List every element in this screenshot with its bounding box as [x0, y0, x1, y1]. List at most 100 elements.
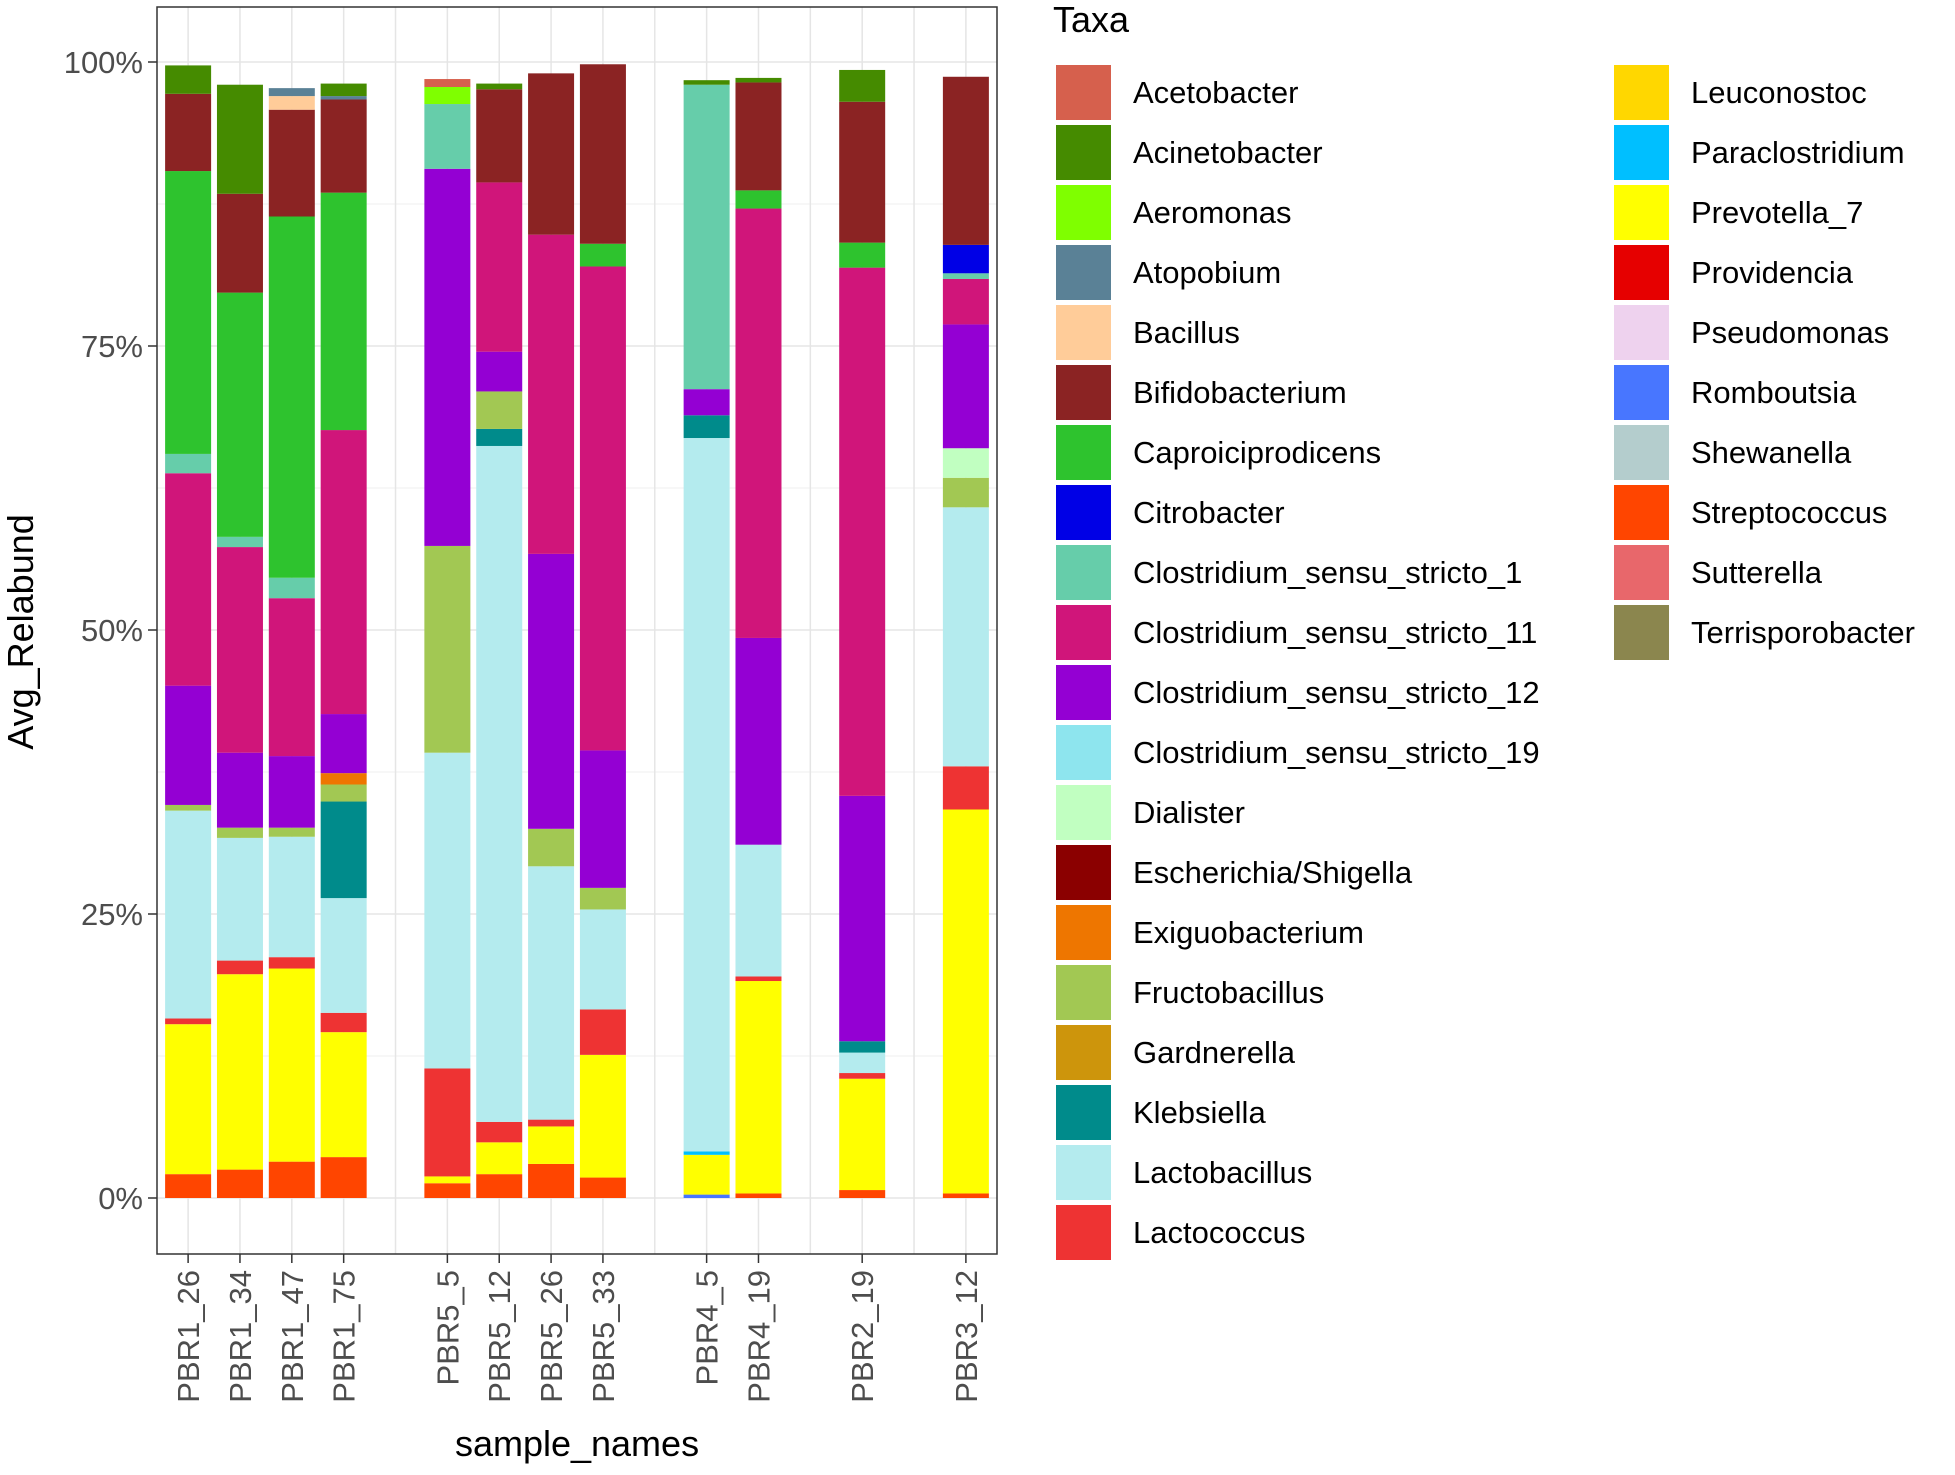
x-tick-label: PBR1_26	[171, 1270, 206, 1403]
bar-segment	[942, 766, 989, 810]
bar-segment	[424, 168, 471, 546]
legend-swatch	[1056, 845, 1111, 900]
legend-swatch	[1614, 485, 1669, 540]
bar-segment	[476, 1142, 523, 1175]
legend-label: Escherichia/Shigella	[1133, 855, 1413, 890]
x-tick-label: PBR4_19	[741, 1270, 776, 1403]
bar-segment	[424, 545, 471, 753]
legend-label: Klebsiella	[1133, 1095, 1266, 1130]
bar-segment	[320, 1012, 367, 1033]
legend-label: Aeromonas	[1133, 195, 1292, 230]
x-tick-label: PBR1_34	[223, 1270, 258, 1403]
bar-segment	[942, 507, 989, 767]
legend-swatch	[1056, 965, 1111, 1020]
bar-segment	[216, 837, 263, 961]
bar-segment	[942, 1193, 989, 1198]
legend-label: Bifidobacterium	[1133, 375, 1347, 410]
bar-segment	[476, 89, 523, 183]
bar-segment	[165, 685, 212, 805]
legend-swatch	[1614, 305, 1669, 360]
bar-segment	[942, 809, 989, 1194]
bar-segment	[424, 104, 471, 169]
bar-segment	[579, 887, 626, 910]
bar-segment	[528, 1119, 575, 1127]
bar-segment	[942, 76, 989, 245]
bar-segment	[320, 1157, 367, 1198]
bar-segment	[476, 1174, 523, 1198]
bar-segment	[942, 278, 989, 325]
bar-segment	[942, 324, 989, 449]
legend-swatch	[1056, 65, 1111, 120]
bar-segment	[735, 976, 782, 982]
bar-segment	[579, 266, 626, 751]
y-tick-label: 50%	[81, 613, 143, 648]
bar-segment	[683, 415, 730, 439]
bar-segment	[839, 1190, 886, 1198]
legend-items: Acetobacter Acinetobacter Aeromonas Atopobi…	[1056, 65, 1915, 1260]
legend-label: Acetobacter	[1133, 75, 1298, 110]
bar-segment	[683, 1151, 730, 1155]
bar-segment	[839, 242, 886, 268]
bar-segment	[165, 1174, 212, 1198]
legend-swatch	[1056, 1145, 1111, 1200]
bar-segment	[268, 109, 315, 217]
x-tick-label: PBR5_33	[586, 1270, 621, 1403]
legend-label: Pseudomonas	[1691, 315, 1889, 350]
bar-segment	[216, 547, 263, 753]
bar-segment	[268, 88, 315, 97]
legend-label: Lactococcus	[1133, 1215, 1305, 1250]
bar-segment	[839, 1052, 886, 1074]
bar-segment	[735, 208, 782, 638]
legend-label: Acinetobacter	[1133, 135, 1323, 170]
bar-segment	[683, 84, 730, 390]
bar-segment	[839, 1073, 886, 1079]
legend-label: Clostridium_sensu_stricto_1	[1133, 555, 1522, 590]
bar-segment	[476, 391, 523, 429]
y-tick-label: 75%	[81, 329, 143, 364]
bar-segment	[424, 1068, 471, 1177]
bar-segment	[268, 957, 315, 969]
bar-segment	[735, 82, 782, 191]
legend-label: Citrobacter	[1133, 495, 1285, 530]
legend-label: Sutterella	[1691, 555, 1823, 590]
bar-segment	[683, 1154, 730, 1195]
bar-segment	[320, 773, 367, 785]
legend-swatch	[1614, 605, 1669, 660]
legend-swatch	[1056, 185, 1111, 240]
bar-segment	[942, 477, 989, 508]
legend-label: Leuconostoc	[1691, 75, 1867, 110]
bar-segment	[735, 844, 782, 977]
legend-swatch	[1614, 245, 1669, 300]
legend-label: Shewanella	[1691, 435, 1852, 470]
bar-segment	[579, 1054, 626, 1178]
bar-segment	[735, 77, 782, 83]
legend-label: Bacillus	[1133, 315, 1240, 350]
bar-segment	[683, 438, 730, 1152]
bar-segment	[165, 171, 212, 454]
bar-segment	[216, 1169, 263, 1198]
bar-segment	[942, 244, 989, 274]
bar-segment	[268, 836, 315, 958]
bar-segment	[839, 1078, 886, 1191]
legend-label: Streptococcus	[1691, 495, 1887, 530]
bar-segment	[942, 273, 989, 279]
bar-segment	[839, 795, 886, 1042]
x-tick-label: PBR5_5	[430, 1270, 465, 1385]
bar-segment	[424, 1176, 471, 1184]
bar-segment	[268, 96, 315, 110]
legend-label: Prevotella_7	[1691, 195, 1863, 230]
bar-segment	[476, 351, 523, 392]
legend-label: Paraclostridium	[1691, 135, 1905, 170]
bar-segment	[216, 84, 263, 194]
legend-label: Caproiciprodicens	[1133, 435, 1381, 470]
bar-segment	[735, 637, 782, 845]
bar-segment	[476, 83, 523, 90]
legend-swatch	[1056, 1085, 1111, 1140]
bar-segment	[216, 960, 263, 975]
legend-swatch	[1056, 545, 1111, 600]
legend-title: Taxa	[1053, 0, 1130, 40]
bar-segment	[268, 968, 315, 1162]
legend-label: Gardnerella	[1133, 1035, 1296, 1070]
bar-segment	[528, 1163, 575, 1198]
